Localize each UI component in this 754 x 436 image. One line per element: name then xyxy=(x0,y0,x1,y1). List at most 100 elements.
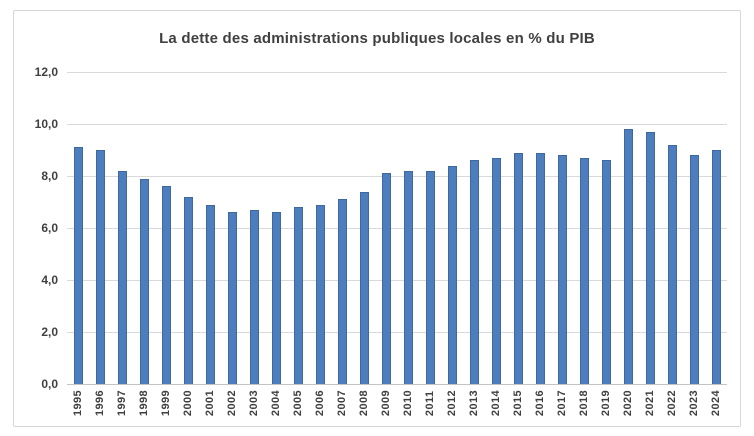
x-tick-label: 2000 xyxy=(181,390,194,417)
bar-2001 xyxy=(205,204,215,384)
x-tick-label: 2018 xyxy=(577,390,590,417)
x-tick-label: 2016 xyxy=(533,390,546,417)
x-label-slot: 2015 xyxy=(507,390,529,416)
bar-2006 xyxy=(315,204,325,384)
x-label-slot: 2003 xyxy=(243,390,265,416)
bar-2014 xyxy=(491,157,501,384)
gridline xyxy=(67,280,727,281)
bar-slot xyxy=(375,72,397,384)
bar-2008 xyxy=(359,191,369,384)
x-tick-label: 1997 xyxy=(115,390,128,417)
x-tick-label: 2008 xyxy=(357,390,370,417)
bar-slot xyxy=(177,72,199,384)
bar-1996 xyxy=(95,150,105,384)
x-tick-label: 1996 xyxy=(93,390,106,417)
x-axis-line xyxy=(67,384,727,385)
plot-area: 12,0 10,0 8,0 6,0 4,0 2,0 0,0 xyxy=(35,66,727,390)
x-label-slot: 1999 xyxy=(155,390,177,416)
bar-slot xyxy=(705,72,727,384)
bar-slot xyxy=(639,72,661,384)
bar-2011 xyxy=(425,170,435,384)
x-label-slot: 2018 xyxy=(573,390,595,416)
x-tick-label: 2011 xyxy=(423,390,436,417)
bar-slot xyxy=(89,72,111,384)
bar-slot xyxy=(485,72,507,384)
bar-2019 xyxy=(601,160,611,384)
x-tick-label: 2006 xyxy=(313,390,326,417)
bar-2002 xyxy=(227,212,237,384)
x-label-slot: 2016 xyxy=(529,390,551,416)
x-tick-label: 2012 xyxy=(445,390,458,417)
bar-2018 xyxy=(579,157,589,384)
x-label-slot: 2005 xyxy=(287,390,309,416)
bar-slot xyxy=(265,72,287,384)
y-tick-label: 12,0 xyxy=(34,65,58,79)
x-label-slot: 2006 xyxy=(309,390,331,416)
x-label-slot: 2024 xyxy=(705,390,727,416)
x-tick-label: 1998 xyxy=(137,390,150,417)
x-label-slot: 1996 xyxy=(89,390,111,416)
bar-slot xyxy=(419,72,441,384)
bar-slot xyxy=(683,72,705,384)
bar-slot xyxy=(551,72,573,384)
bar-2010 xyxy=(403,170,413,384)
bar-slot xyxy=(617,72,639,384)
x-label-slot: 1997 xyxy=(111,390,133,416)
x-label-slot: 2008 xyxy=(353,390,375,416)
x-label-slot: 2014 xyxy=(485,390,507,416)
x-label-slot: 2021 xyxy=(639,390,661,416)
bar-2021 xyxy=(645,131,655,384)
x-tick-label: 2002 xyxy=(225,390,238,417)
x-label-slot: 2012 xyxy=(441,390,463,416)
bar-slot xyxy=(243,72,265,384)
x-tick-label: 2013 xyxy=(467,390,480,417)
gridline xyxy=(67,332,727,333)
x-label-slot: 2001 xyxy=(199,390,221,416)
bar-slot xyxy=(529,72,551,384)
x-label-slot: 2009 xyxy=(375,390,397,416)
bar-2007 xyxy=(337,199,347,384)
bar-2016 xyxy=(535,152,545,384)
chart-frame: La dette des administrations publiques l… xyxy=(13,10,741,427)
x-tick-label: 2004 xyxy=(269,390,282,417)
y-tick-label: 4,0 xyxy=(41,273,58,287)
x-tick-label: 2003 xyxy=(247,390,260,417)
bar-slot xyxy=(595,72,617,384)
bar-2022 xyxy=(667,144,677,384)
x-tick-label: 2021 xyxy=(643,390,656,417)
bar-2013 xyxy=(469,160,479,384)
bar-slot xyxy=(199,72,221,384)
x-label-slot: 2011 xyxy=(419,390,441,416)
y-tick-label: 2,0 xyxy=(41,325,58,339)
x-tick-label: 2017 xyxy=(555,390,568,417)
bar-slot xyxy=(463,72,485,384)
bar-slot xyxy=(133,72,155,384)
x-label-slot: 2002 xyxy=(221,390,243,416)
bar-slot xyxy=(309,72,331,384)
bar-slot xyxy=(353,72,375,384)
x-label-slot: 2020 xyxy=(617,390,639,416)
x-tick-label: 2024 xyxy=(709,390,722,417)
gridline xyxy=(67,228,727,229)
x-tick-label: 2009 xyxy=(379,390,392,417)
x-tick-label: 2001 xyxy=(203,390,216,417)
bar-2017 xyxy=(557,155,567,384)
x-tick-label: 2015 xyxy=(511,390,524,417)
bar-slot xyxy=(661,72,683,384)
bar-2024 xyxy=(711,150,721,384)
x-tick-label: 2010 xyxy=(401,390,414,417)
bar-2000 xyxy=(183,196,193,384)
bar-slot xyxy=(111,72,133,384)
x-tick-label: 2007 xyxy=(335,390,348,417)
x-label-slot: 1995 xyxy=(67,390,89,416)
x-tick-label: 1999 xyxy=(159,390,172,417)
x-label-slot: 2004 xyxy=(265,390,287,416)
x-label-slot: 2022 xyxy=(661,390,683,416)
bar-slot xyxy=(155,72,177,384)
x-label-slot: 2000 xyxy=(177,390,199,416)
bar-2012 xyxy=(447,165,457,384)
bar-1995 xyxy=(73,147,83,384)
x-tick-label: 1995 xyxy=(71,390,84,417)
x-label-slot: 2013 xyxy=(463,390,485,416)
bar-2009 xyxy=(381,173,391,384)
